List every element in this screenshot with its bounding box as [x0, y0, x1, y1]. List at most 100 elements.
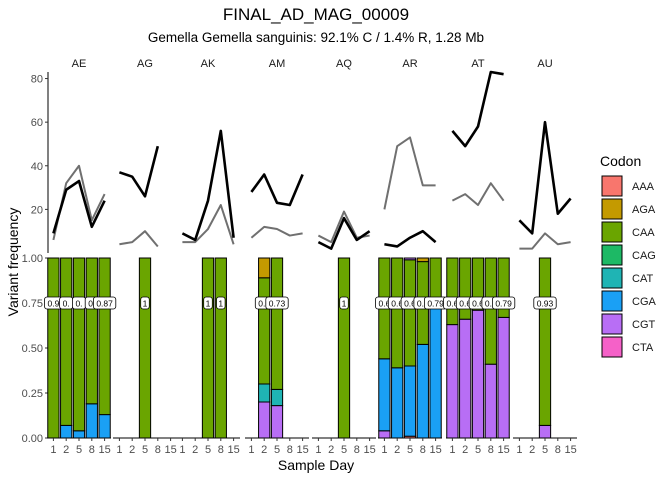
legend-swatch — [601, 313, 623, 335]
line-series-black — [52, 179, 106, 234]
x-tick-label: 5 — [76, 444, 82, 456]
bar-segment — [484, 363, 497, 439]
x-tick-label: 2 — [462, 444, 468, 456]
bar-segment — [258, 401, 271, 439]
legend-label: CGT — [632, 319, 656, 331]
x-tick-label: 5 — [542, 444, 548, 456]
legend: AAA AGA CAA CAG CAT CGA CGT CTA — [601, 175, 657, 358]
x-tick-label: 1 — [179, 444, 185, 456]
line-series-black — [317, 216, 371, 250]
x-tick-label: 15 — [98, 444, 110, 456]
x-tick-label: 2 — [192, 444, 198, 456]
legend-swatch — [601, 267, 623, 289]
bar-segment — [446, 324, 459, 439]
bar-segment — [378, 430, 391, 439]
line-series-black — [118, 145, 160, 198]
data-label: 0. — [88, 298, 95, 308]
line-series-black — [518, 120, 572, 235]
bar-segment — [484, 257, 497, 365]
legend-label: CGA — [632, 296, 657, 308]
bar-segment — [201, 257, 215, 439]
bar-segment — [72, 430, 86, 439]
legend-swatch — [601, 221, 623, 243]
bar-segment — [497, 316, 510, 439]
x-tick-label: 8 — [287, 444, 293, 456]
x-tick-label: 1 — [516, 444, 522, 456]
legend-label: CAG — [632, 250, 656, 262]
bar-segment — [416, 343, 429, 439]
legend-label: AAA — [632, 181, 655, 193]
bar-segment — [214, 257, 227, 439]
data-label: 0.79 — [495, 298, 512, 308]
bar-segment — [258, 383, 271, 403]
legend-label: CTA — [632, 342, 654, 354]
y-axis-label: Variant frequency — [5, 208, 21, 317]
line-series-gray — [250, 225, 303, 239]
x-tick-label: 2 — [129, 444, 135, 456]
data-label: 1 — [218, 298, 223, 308]
facet-label: AM — [269, 58, 286, 70]
x-tick-label: 8 — [218, 444, 224, 456]
x-tick-label: 15 — [497, 444, 509, 456]
bar-segment — [538, 424, 552, 439]
bar-segment — [416, 257, 429, 263]
legend-label: CAT — [632, 273, 653, 285]
bar-segment — [403, 365, 417, 437]
data-label: 0.79 — [427, 298, 444, 308]
line-series-black — [250, 173, 304, 207]
bar-segment — [85, 403, 98, 439]
line-series-gray — [519, 232, 571, 250]
data-label: 0.6 — [472, 298, 484, 308]
data-label: 0.6 — [391, 298, 403, 308]
x-tick-label: 8 — [555, 444, 561, 456]
x-tick-label: 2 — [63, 444, 69, 456]
data-label-box — [140, 296, 150, 310]
bar-segment — [403, 257, 417, 261]
line-series-black — [181, 129, 235, 242]
data-label-box — [93, 296, 117, 310]
x-tick-label: 2 — [394, 444, 400, 456]
bar-y-tick-label: 0.25 — [22, 388, 43, 400]
bar-segment — [270, 257, 284, 390]
data-label: 1 — [206, 298, 211, 308]
x-tick-label: 1 — [449, 444, 455, 456]
x-tick-label: 8 — [89, 444, 95, 456]
x-tick-label: 1 — [248, 444, 254, 456]
line-y-tick-label: 60 — [31, 117, 43, 129]
chart-subtitle: Gemella Gemella sanguinis: 92.1% C / 1.4… — [148, 30, 484, 45]
legend-swatch — [601, 336, 623, 358]
legend-swatch — [601, 175, 623, 197]
line-y-tick-label: 80 — [31, 74, 43, 86]
bar-y-tick-label: 0.00 — [22, 433, 43, 445]
bar-segment — [391, 257, 404, 369]
bar-segment — [459, 257, 472, 320]
data-label: 0.6 — [258, 298, 270, 308]
data-label: 0.6 — [404, 298, 416, 308]
bar-segment — [471, 309, 485, 439]
facet-label: AE — [72, 58, 87, 70]
x-tick-label: 8 — [155, 444, 161, 456]
bar-segment — [429, 307, 442, 439]
line-series-gray — [383, 136, 436, 210]
x-tick-label: 5 — [341, 444, 347, 456]
x-tick-label: 1 — [50, 444, 56, 456]
bar-segment — [378, 358, 391, 432]
chart-title: FINAL_AD_MAG_00009 — [223, 5, 409, 24]
bar-segment — [497, 257, 510, 318]
x-tick-label: 15 — [296, 444, 308, 456]
bar-y-tick-label: 0.50 — [22, 343, 43, 355]
bar-segment — [337, 257, 351, 439]
bar-y-tick-label: 0.75 — [22, 298, 43, 310]
bar-segment — [72, 257, 86, 432]
bar-segment — [60, 257, 73, 426]
x-tick-label: 2 — [261, 444, 267, 456]
facet-label: AK — [201, 58, 216, 70]
bar-segment — [98, 414, 111, 439]
bar-segment — [270, 388, 284, 407]
data-label: 0.5 — [417, 298, 429, 308]
facet-label: AR — [402, 58, 417, 70]
x-tick-label: 15 — [564, 444, 576, 456]
x-axis-label: Sample Day — [278, 457, 354, 473]
bar-segment — [85, 257, 98, 405]
